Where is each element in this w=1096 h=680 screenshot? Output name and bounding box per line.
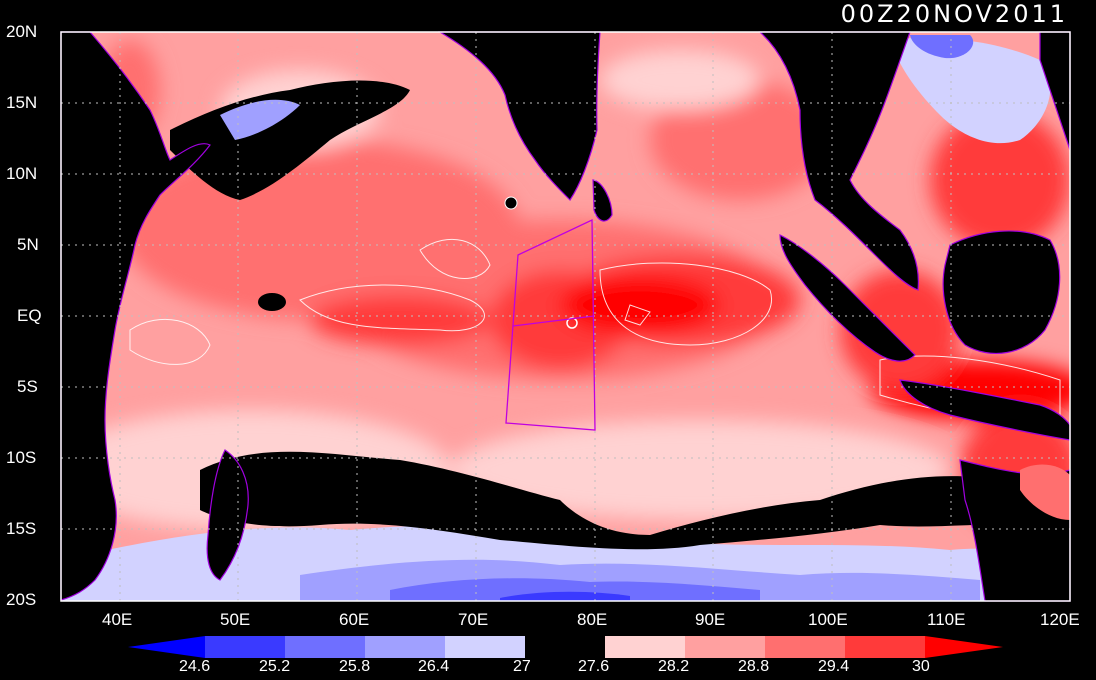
colorbar-arrow-high [925, 636, 1003, 658]
colorbar-segment [285, 636, 365, 658]
x-label: 120E [1040, 610, 1080, 629]
y-label: 15N [6, 93, 38, 112]
y-label: 10S [6, 448, 37, 467]
x-label: 50E [220, 610, 251, 629]
colorbar-label: 24.6 [179, 658, 211, 675]
x-label: 90E [695, 610, 726, 629]
x-label: 80E [577, 610, 608, 629]
colorbar-label: 27.6 [578, 658, 610, 675]
colorbar-label: 28.8 [738, 658, 770, 675]
colorbar-label: 25.8 [339, 658, 371, 675]
x-label: 110E [927, 610, 966, 629]
y-label: 15S [6, 519, 37, 538]
colorbar-label: 27 [513, 658, 531, 675]
colorbar-segment [845, 636, 925, 658]
y-label: EQ [17, 306, 42, 325]
colorbar-label: 28.2 [658, 658, 690, 675]
x-label: 100E [808, 610, 848, 629]
map-title: 00Z20NOV2011 [840, 0, 1068, 28]
y-label: 5S [17, 377, 38, 396]
colorbar-label: 25.2 [259, 658, 291, 675]
colorbar-segment [445, 636, 525, 658]
colorbar [128, 636, 1003, 658]
colorbar-segment [605, 636, 685, 658]
region-box [505, 218, 596, 431]
colorbar-segment [685, 636, 765, 658]
x-label: 70E [458, 610, 489, 629]
map-frame [60, 31, 1071, 602]
colorbar-arrow-low [128, 636, 205, 658]
y-label: 10N [6, 164, 38, 183]
colorbar-segment [205, 636, 285, 658]
y-label: 20N [6, 22, 38, 41]
colorbar-segment [765, 636, 845, 658]
x-label: 60E [339, 610, 370, 629]
colorbar-segment [365, 636, 445, 658]
y-label: 20S [6, 590, 37, 609]
colorbar-segment [525, 636, 605, 658]
y-label: 5N [17, 235, 39, 254]
grid [61, 32, 1070, 601]
x-label: 40E [102, 610, 133, 629]
colorbar-label: 29.4 [818, 658, 850, 675]
colorbar-label: 30 [912, 658, 930, 675]
colorbar-label: 26.4 [418, 658, 450, 675]
land-masses [60, 31, 1071, 602]
